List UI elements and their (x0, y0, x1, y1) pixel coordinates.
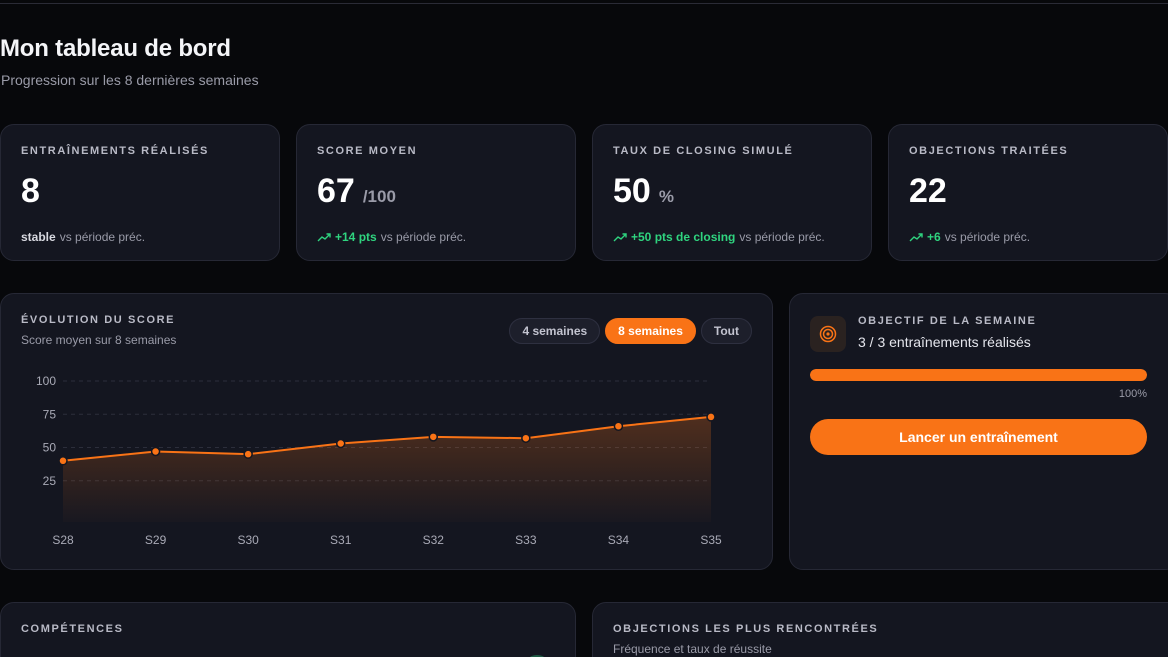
skills-card: COMPÉTENCES (0, 602, 576, 657)
trend-up-icon (909, 233, 923, 242)
stat-delta-suffix: vs période préc. (944, 230, 1031, 244)
x-tick-label: S31 (330, 533, 352, 547)
stat-label: SCORE MOYEN (317, 145, 418, 157)
start-training-button[interactable]: Lancer un entraînement (810, 419, 1147, 455)
stat-delta: +6 vs période préc. (909, 230, 1147, 244)
stat-value: 67 (317, 172, 355, 210)
data-point-s30[interactable] (243, 449, 253, 459)
data-point-s33[interactable] (521, 433, 531, 443)
x-tick-label: S32 (423, 533, 445, 547)
data-point-s32[interactable] (428, 432, 439, 442)
stat-card-closing: TAUX DE CLOSING SIMULÉ 50 % +50 pts de c… (592, 124, 872, 261)
stat-delta-value: +50 pts de closing (631, 230, 736, 244)
range-tab-8-weeks[interactable]: 8 semaines (605, 318, 696, 344)
score-chart-card: 25 50 75 100 S28 S29 S30 S31 S32 S33 S34 S35 ÉVOLU… (0, 293, 773, 570)
stat-delta-suffix: vs période préc. (59, 230, 146, 244)
goal-subtitle: 3 / 3 entraînements réalisés (858, 334, 1031, 350)
goal-progress-bar (810, 369, 1147, 381)
stat-card-trainings: ENTRAÎNEMENTS RÉALISÉS 8 stable vs pério… (0, 124, 280, 261)
trend-up-icon (613, 233, 627, 242)
range-tab-4-weeks[interactable]: 4 semaines (509, 318, 601, 344)
range-tabs: 4 semaines 8 semaines Tout (509, 318, 752, 344)
y-tick-label: 25 (43, 474, 57, 488)
stat-delta: +50 pts de closing vs période préc. (613, 230, 851, 244)
goal-progress-label: 100% (1118, 388, 1147, 400)
stat-value: 50 (613, 172, 651, 210)
stat-label: ENTRAÎNEMENTS RÉALISÉS (21, 145, 209, 157)
weekly-goal-card: OBJECTIF DE LA SEMAINE 3 / 3 entraînemen… (789, 293, 1168, 570)
stat-unit: % (658, 187, 674, 206)
stat-delta-suffix: vs période préc. (380, 230, 467, 244)
x-tick-label: S34 (608, 533, 630, 547)
target-icon (810, 316, 846, 352)
score-area (63, 416, 711, 522)
stat-card-score: SCORE MOYEN 67 /100 +14 pts vs période p… (296, 124, 576, 261)
objections-subtitle: Fréquence et taux de réussite (613, 642, 772, 656)
stat-value: 8 (21, 172, 40, 210)
goal-progress-fill (810, 369, 1147, 381)
x-tick-label: S33 (515, 533, 537, 547)
page-subtitle: Progression sur les 8 dernières semaines (1, 72, 259, 88)
stat-label: OBJECTIONS TRAITÉES (909, 145, 1069, 157)
data-point-s29[interactable] (150, 446, 161, 457)
chart-title: ÉVOLUTION DU SCORE (21, 314, 176, 326)
data-point-s34[interactable] (613, 421, 624, 431)
score-chart: 25 50 75 100 S28 S29 S30 S31 S32 S33 S34 S35 (36, 374, 722, 547)
trend-up-icon (317, 233, 331, 242)
page-title: Mon tableau de bord (0, 35, 231, 62)
data-point-s28[interactable] (58, 456, 68, 466)
chart-subtitle: Score moyen sur 8 semaines (21, 333, 177, 347)
goal-title: OBJECTIF DE LA SEMAINE (858, 315, 1037, 327)
score-line (62, 415, 712, 462)
stat-label: TAUX DE CLOSING SIMULÉ (613, 145, 794, 157)
stat-unit: /100 (362, 187, 396, 206)
x-tick-label: S28 (52, 533, 74, 547)
y-tick-label: 50 (43, 441, 57, 455)
data-point-s31[interactable] (335, 438, 346, 449)
stat-delta-suffix: vs période préc. (739, 230, 825, 244)
skills-title: COMPÉTENCES (21, 623, 124, 635)
stat-card-objections: OBJECTIONS TRAITÉES 22 +6 vs période pré… (888, 124, 1168, 261)
stat-delta: stable vs période préc. (21, 230, 259, 244)
x-tick-label: S30 (237, 533, 259, 547)
x-tick-label: S35 (700, 533, 722, 547)
objections-title: OBJECTIONS LES PLUS RENCONTRÉES (613, 623, 879, 635)
stat-delta-value: stable (21, 230, 56, 244)
data-point-s35[interactable] (706, 412, 716, 422)
range-tab-all[interactable]: Tout (700, 318, 752, 344)
y-tick-label: 75 (43, 407, 57, 421)
stat-delta-value: +14 pts (335, 230, 377, 244)
top-border (0, 3, 1168, 4)
stat-delta-value: +6 (927, 230, 941, 244)
objections-card: OBJECTIONS LES PLUS RENCONTRÉES Fréquenc… (592, 602, 1168, 657)
stat-value: 22 (909, 172, 947, 210)
x-tick-label: S29 (145, 533, 167, 547)
y-tick-label: 100 (36, 374, 56, 388)
stat-delta: +14 pts vs période préc. (317, 230, 555, 244)
